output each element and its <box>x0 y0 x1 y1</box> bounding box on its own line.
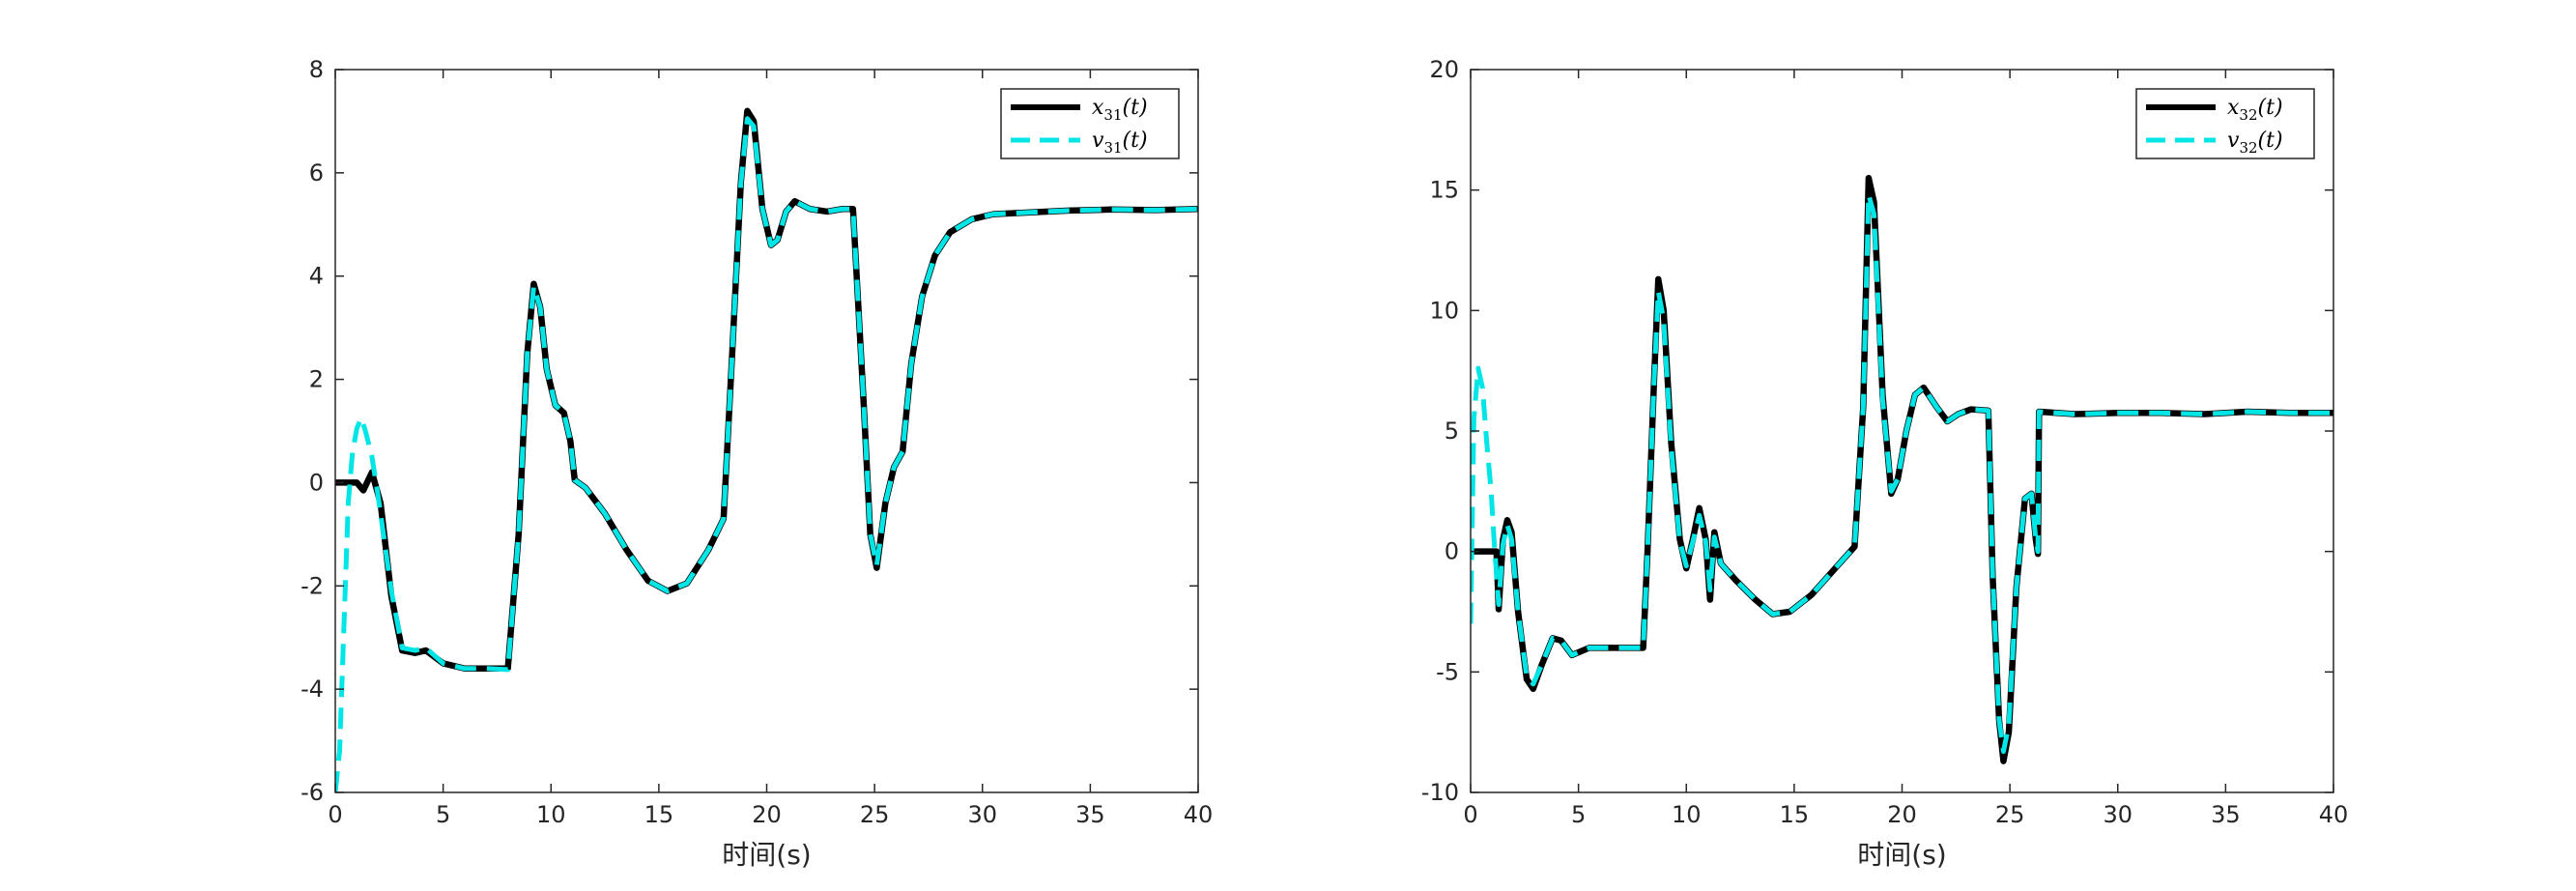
x-tick-label: 30 <box>2103 801 2132 828</box>
series-line-v31t <box>335 116 1198 792</box>
plot-area <box>1471 70 2333 792</box>
y-tick-label: 4 <box>309 263 324 290</box>
x-tick-label: 15 <box>1780 801 1810 828</box>
x-tick-label: 40 <box>1184 801 1214 828</box>
y-tick-label: -4 <box>301 675 324 703</box>
legend-label-arg: (t) <box>2258 96 2283 120</box>
legend-label-sub: 32 <box>2239 139 2257 157</box>
legend: x31(t)v31(t) <box>1000 88 1180 159</box>
y-tick-label: -10 <box>1421 779 1459 806</box>
legend-label-x31t: x31(t) <box>1092 96 1148 124</box>
x-tick-label: 10 <box>1672 801 1702 828</box>
legend-label-v31t: v31(t) <box>1092 129 1148 157</box>
legend-label-arg: (t) <box>1123 96 1148 120</box>
chart-right: 0 5 10 15 20 25 30 35 40-10-505101520时间(s)x32(t)… <box>1421 56 2348 871</box>
x-tick-label: 0 <box>328 801 342 828</box>
legend-label-sub: 32 <box>2239 106 2257 124</box>
series-group <box>335 107 1198 792</box>
legend-box <box>2135 88 2315 159</box>
y-tick-label: 15 <box>1429 177 1459 204</box>
legend: x32(t)v32(t) <box>2135 88 2315 159</box>
y-tick-label: 10 <box>1429 297 1459 324</box>
legend-label-v32t: v32(t) <box>2227 129 2283 157</box>
x-tick-label: 40 <box>2319 801 2349 828</box>
x-tick-label: 5 <box>436 801 450 828</box>
legend-label-sub: 31 <box>1103 139 1122 157</box>
x-tick-label: 10 <box>536 801 566 828</box>
x-tick-label: 15 <box>644 801 674 828</box>
x-tick-label: 20 <box>752 801 782 828</box>
x-tick-label: 20 <box>1887 801 1917 828</box>
y-tick-label: 0 <box>1445 538 1459 565</box>
x-axis-label: 时间(s) <box>1857 839 1946 871</box>
x-axis-label: 时间(s) <box>722 839 811 871</box>
legend-label-arg: (t) <box>2258 129 2283 153</box>
x-tick-label: 25 <box>1995 801 2025 828</box>
legend-label-x32t: x32(t) <box>2227 96 2283 124</box>
y-tick-label: 8 <box>309 56 324 83</box>
chart-left: 0 5 10 15 20 25 30 35 40-6-4-202468时间(s)x31(t)v3… <box>301 56 1213 871</box>
x-tick-label: 35 <box>1075 801 1105 828</box>
y-tick-label: 2 <box>309 366 324 393</box>
y-tick-label: -2 <box>301 572 324 599</box>
x-tick-label: 30 <box>967 801 997 828</box>
legend-label-base: x <box>2227 96 2240 120</box>
series-group <box>1471 174 2333 764</box>
y-tick-label: 5 <box>1445 417 1459 445</box>
legend-label-base: x <box>1092 96 1104 120</box>
legend-label-sub: 31 <box>1103 106 1122 124</box>
x-tick-label: 0 <box>1463 801 1477 828</box>
plot-area <box>335 70 1198 792</box>
y-tick-label: 0 <box>309 469 324 496</box>
y-tick-label: 6 <box>309 159 324 187</box>
legend-label-arg: (t) <box>1123 129 1148 153</box>
series-line-v32t <box>1471 192 2333 755</box>
legend-box <box>1000 88 1180 159</box>
legend-label-base: v <box>1092 129 1104 153</box>
x-tick-label: 5 <box>1571 801 1586 828</box>
x-tick-label: 35 <box>2211 801 2241 828</box>
x-tick-label: 25 <box>860 801 890 828</box>
y-tick-label: -5 <box>1436 658 1459 685</box>
y-tick-label: -6 <box>301 779 324 806</box>
y-tick-label: 20 <box>1429 56 1459 83</box>
legend-label-base: v <box>2227 129 2240 153</box>
